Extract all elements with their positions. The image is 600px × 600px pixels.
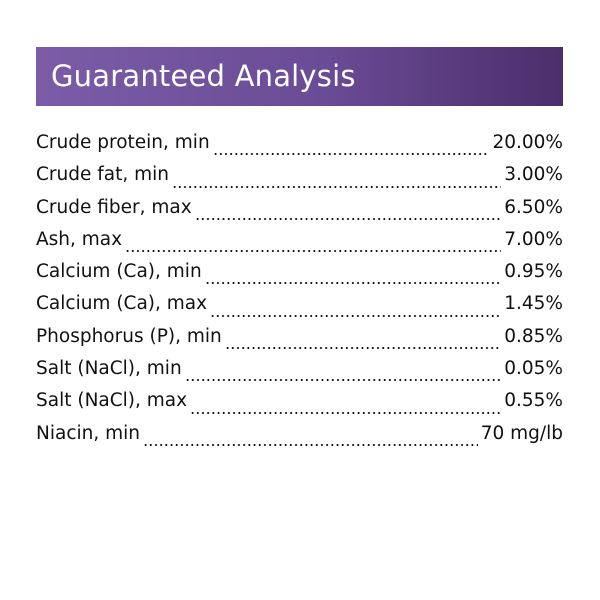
- nutrient-value: 70 mg/lb: [480, 422, 563, 444]
- nutrient-value: 0.05%: [504, 358, 563, 380]
- nutrient-value: 1.45%: [504, 293, 563, 315]
- table-row: Calcium (Ca), min 0.95%: [36, 261, 563, 293]
- dot-leader: [204, 282, 502, 285]
- dot-leader: [212, 153, 490, 156]
- dot-leader: [224, 347, 502, 350]
- nutrient-label: Crude protein, min: [36, 132, 210, 153]
- nutrient-value: 0.95%: [504, 261, 563, 283]
- nutrient-label: Phosphorus (P), min: [36, 325, 222, 347]
- nutrient-label: Salt (NaCl), min: [36, 358, 182, 380]
- nutrient-label: Calcium (Ca), max: [36, 293, 208, 315]
- dot-leader: [210, 314, 502, 317]
- table-row: Ash, max 7.00%: [36, 229, 563, 261]
- nutrient-value: 0.55%: [504, 390, 563, 412]
- analysis-table: Crude protein, min 20.00% Crude fat, min 3.…: [36, 132, 563, 455]
- table-row: Salt (NaCl), min 0.05%: [36, 358, 563, 390]
- dot-leader: [190, 411, 502, 414]
- header-bar: Guaranteed Analysis: [36, 47, 563, 106]
- nutrient-value: 0.85%: [504, 325, 563, 347]
- nutrient-label: Crude fat, min: [36, 164, 170, 186]
- nutrient-label: Niacin, min: [36, 422, 140, 444]
- dot-leader: [184, 379, 502, 382]
- nutrient-label: Crude fiber, max: [36, 196, 192, 218]
- nutrient-value: 3.00%: [504, 164, 563, 186]
- nutrient-label: Calcium (Ca), min: [36, 261, 202, 283]
- table-row: Phosphorus (P), min 0.85%: [36, 326, 563, 358]
- table-row: Crude fiber, max 6.50%: [36, 197, 563, 229]
- dot-leader: [143, 443, 478, 446]
- nutrient-label: Ash, max: [36, 228, 123, 250]
- dot-leader: [172, 185, 502, 188]
- dot-leader: [194, 217, 502, 220]
- table-row: Salt (NaCl), max 0.55%: [36, 390, 563, 422]
- table-row: Niacin, min 70 mg/lb: [36, 423, 563, 455]
- table-row: Crude fat, min 3.00%: [36, 164, 563, 196]
- dot-leader: [125, 250, 502, 253]
- nutrient-value: 20.00%: [492, 132, 563, 153]
- nutrient-value: 7.00%: [504, 228, 563, 250]
- table-row: Crude protein, min 20.00%: [36, 132, 563, 164]
- table-row: Calcium (Ca), max 1.45%: [36, 293, 563, 325]
- title: Guaranteed Analysis: [51, 59, 356, 93]
- nutrient-value: 6.50%: [504, 196, 563, 218]
- nutrient-label: Salt (NaCl), max: [36, 390, 188, 412]
